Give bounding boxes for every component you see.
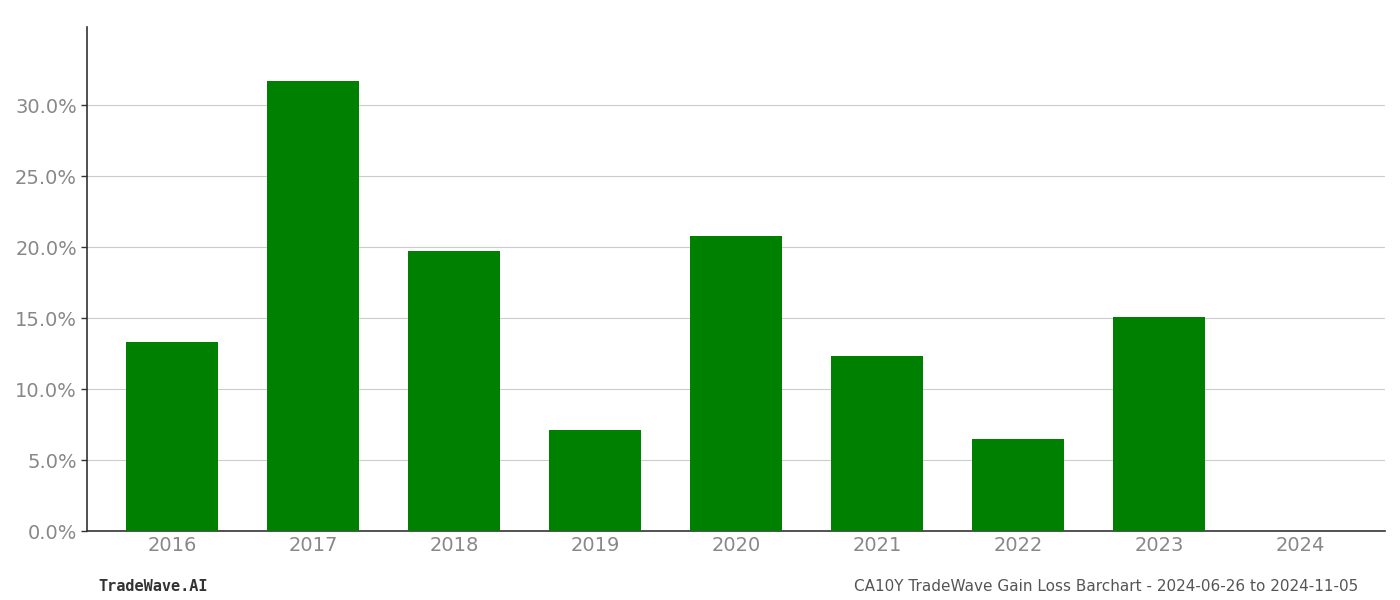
- Bar: [1113, 317, 1205, 531]
- Bar: [973, 439, 1064, 531]
- Bar: [832, 356, 923, 531]
- Bar: [267, 81, 358, 531]
- Text: CA10Y TradeWave Gain Loss Barchart - 2024-06-26 to 2024-11-05: CA10Y TradeWave Gain Loss Barchart - 202…: [854, 579, 1358, 594]
- Text: TradeWave.AI: TradeWave.AI: [98, 579, 207, 594]
- Bar: [690, 236, 783, 531]
- Bar: [549, 430, 641, 531]
- Bar: [409, 251, 500, 531]
- Bar: [126, 342, 218, 531]
